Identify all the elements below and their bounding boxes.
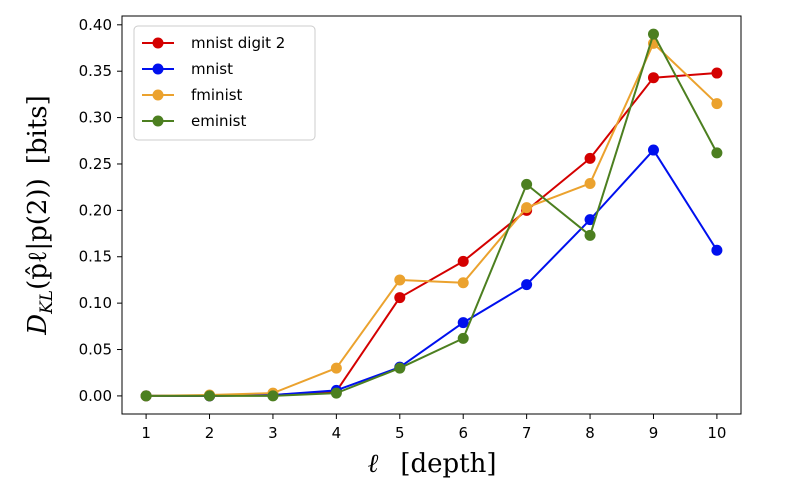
data-point-mnist-digit-2 <box>711 67 723 79</box>
data-point-mnist <box>521 279 533 291</box>
y-tick-label: 0.30 <box>79 109 112 127</box>
y-tick-label: 0.35 <box>79 62 112 80</box>
legend-label-mnist: mnist <box>191 60 233 78</box>
y-tick-label: 0.00 <box>79 387 112 405</box>
x-tick-label: 2 <box>205 424 215 442</box>
legend-label-eminist: eminist <box>191 112 246 130</box>
data-point-eminist <box>394 362 406 374</box>
data-point-eminist <box>647 28 659 40</box>
data-point-fminist <box>330 362 342 374</box>
series-line-fminist <box>146 42 718 397</box>
data-point-fminist <box>584 177 596 189</box>
legend-label-fminist: fminist <box>191 86 243 104</box>
y-tick-label: 0.05 <box>79 341 112 359</box>
data-point-eminist <box>711 147 723 159</box>
x-tick-label: 6 <box>458 424 468 442</box>
legend-label-mnist-digit-2: mnist digit 2 <box>191 34 285 52</box>
legend-marker-mnist-digit-2 <box>152 37 164 49</box>
series-line-mnist <box>146 149 718 397</box>
data-point-fminist <box>711 98 723 110</box>
y-tick-label: 0.20 <box>79 201 112 219</box>
plot-frame <box>121 15 742 415</box>
y-tick-label: 0.40 <box>79 16 112 34</box>
x-axis-label: ℓ [depth] <box>368 449 497 479</box>
data-point-mnist <box>457 317 469 329</box>
data-point-mnist-digit-2 <box>394 292 406 304</box>
y-tick-label: 0.15 <box>79 248 112 266</box>
x-tick-label: 4 <box>332 424 342 442</box>
data-point-eminist <box>267 390 279 402</box>
x-tick-label: 3 <box>268 424 278 442</box>
legend-marker-fminist <box>152 89 164 101</box>
legend-frame <box>133 25 316 141</box>
x-tick-label: 10 <box>707 424 726 442</box>
y-tick-label: 0.10 <box>79 294 112 312</box>
data-point-eminist <box>330 387 342 399</box>
data-point-eminist <box>140 390 152 402</box>
data-point-mnist-digit-2 <box>647 72 659 84</box>
y-axis-label: DKL(p̂ℓ|p(2))[bits] <box>23 95 57 336</box>
data-point-eminist <box>521 178 533 190</box>
data-point-eminist <box>204 390 216 402</box>
data-point-fminist <box>457 277 469 289</box>
data-point-mnist-digit-2 <box>457 255 469 267</box>
data-point-eminist <box>457 332 469 344</box>
y-tick-label: 0.25 <box>79 155 112 173</box>
data-point-mnist <box>647 144 659 156</box>
data-point-fminist <box>394 274 406 286</box>
x-tick-label: 7 <box>522 424 532 442</box>
legend: mnist digit 2 mnist fminist eminist <box>133 25 316 141</box>
data-point-mnist-digit-2 <box>584 152 596 164</box>
data-point-mnist <box>711 244 723 256</box>
data-point-fminist <box>521 202 533 214</box>
data-point-mnist <box>584 214 596 226</box>
x-tick-label: 5 <box>395 424 405 442</box>
x-tick-label: 8 <box>585 424 595 442</box>
legend-marker-mnist <box>152 63 164 75</box>
x-tick-label: 9 <box>649 424 659 442</box>
legend-marker-eminist <box>152 115 164 127</box>
series-line-eminist <box>146 33 718 397</box>
data-point-eminist <box>584 229 596 241</box>
x-tick-label: 1 <box>141 424 151 442</box>
